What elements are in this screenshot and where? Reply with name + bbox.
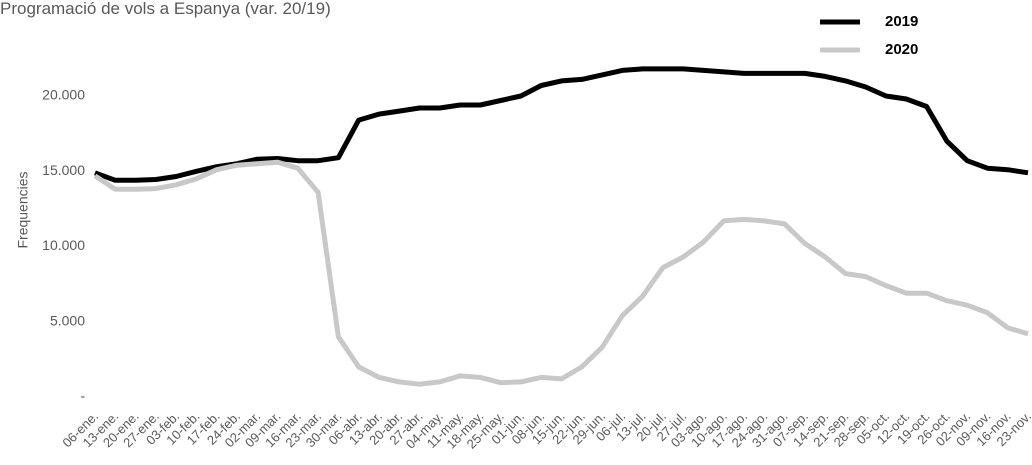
y-axis-label: Frequencies bbox=[15, 171, 31, 248]
chart-title: Programació de vols a Espanya (var. 20/1… bbox=[0, 0, 331, 18]
y-tick-label: 5.000 bbox=[50, 312, 85, 328]
y-tick-label: - bbox=[80, 388, 85, 404]
y-tick-label: 15.000 bbox=[42, 162, 85, 178]
series-line bbox=[93, 159, 1029, 387]
y-tick-label: 20.000 bbox=[42, 87, 85, 103]
series-line bbox=[94, 66, 1029, 183]
y-tick-label: 10.000 bbox=[42, 237, 85, 253]
legend-label: 2019 bbox=[885, 13, 918, 30]
legend-label: 2020 bbox=[885, 41, 918, 58]
